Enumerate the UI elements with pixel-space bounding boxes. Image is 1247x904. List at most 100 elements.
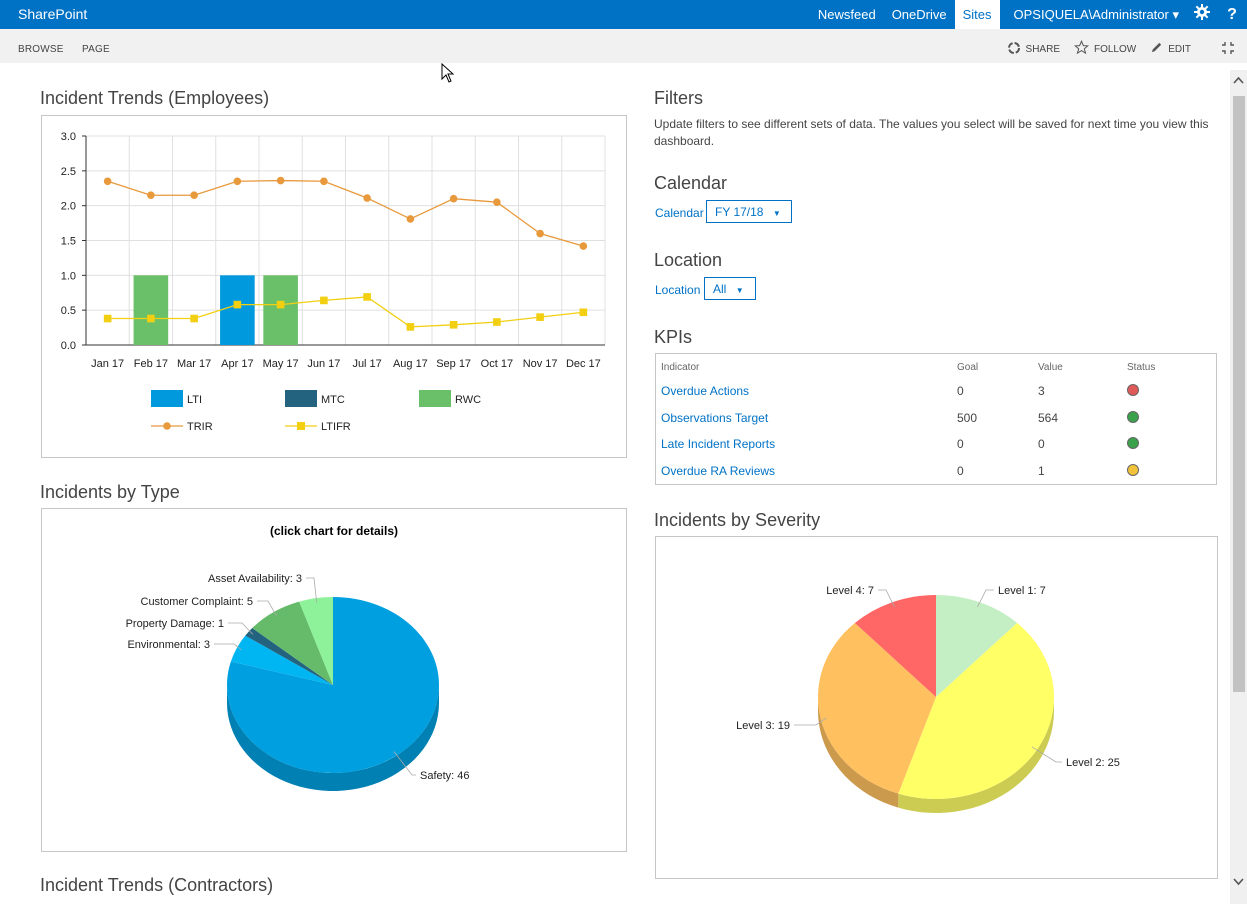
location-dropdown[interactable]: All ▼ [704, 277, 756, 300]
calendar-label: Calendar [655, 206, 704, 220]
sharepoint-brand[interactable]: SharePoint [18, 6, 88, 22]
legend-swatch-lti [151, 390, 183, 407]
kpi-value: 564 [1038, 411, 1059, 425]
y-tick-label: 0.5 [61, 305, 76, 317]
scroll-up-icon[interactable] [1233, 76, 1244, 87]
pie-label: Customer Complaint: 5 [141, 596, 254, 608]
calendar-value: FY 17/18 [715, 205, 764, 219]
pie-slice-safety [227, 597, 440, 773]
legend-marker-ltifr [297, 422, 305, 430]
incidents-by-type-chart[interactable]: (click chart for details) Safety: 46 Envir… [42, 509, 626, 851]
scrollbar-thumb[interactable] [1233, 96, 1245, 692]
kpi-header-indicator: Indicator [661, 362, 700, 373]
x-tick-label: Jul 17 [352, 358, 381, 370]
pencil-icon [1150, 41, 1163, 57]
point-trir [103, 177, 112, 186]
location-label: Location [655, 283, 701, 297]
ribbon-actions: SHARE FOLLOW EDIT [1007, 39, 1235, 58]
kpi-goal: 0 [957, 384, 964, 398]
pie-slice-side [818, 697, 899, 808]
tab-browse[interactable]: BROWSE [18, 44, 64, 55]
chart-title: (click chart for details) [270, 524, 398, 538]
focus-content-icon [1221, 41, 1235, 58]
sites-link[interactable]: Sites [954, 0, 1000, 29]
point-trir [579, 242, 588, 250]
legend-label-rwc: RWC [455, 394, 481, 406]
suite-bar: SharePoint Newsfeed OneDrive Sites OPSIQ… [0, 0, 1247, 29]
pie-label: Level 4: 7 [826, 585, 874, 597]
type-chart-panel[interactable]: (click chart for details) Safety: 46 Envir… [41, 508, 627, 852]
x-tick-label: Sep 17 [436, 358, 471, 370]
kpi-row: Overdue Actions 0 3 [656, 384, 1216, 410]
onedrive-link[interactable]: OneDrive [891, 7, 947, 22]
point-ltifr [276, 300, 285, 309]
pie-label: Level 3: 19 [736, 720, 790, 732]
point-trir [233, 177, 242, 186]
kpi-header-goal: Goal [957, 362, 979, 373]
kpi-goal: 0 [957, 464, 964, 478]
pie-slice-side [227, 685, 439, 791]
suite-links: Newsfeed OneDrive Sites OPSIQUELA\Admini… [810, 0, 1247, 29]
pie-label: Safety: 46 [420, 770, 470, 782]
pie-slice-level-3 [818, 622, 936, 794]
status-indicator-icon [1127, 464, 1139, 476]
x-tick-label: Feb 17 [134, 358, 168, 370]
location-value: All [713, 282, 727, 296]
incidents-by-severity-chart[interactable]: Level 1: 7 Level 2: 25 Level 3: 19 Level 4:… [656, 537, 1217, 878]
x-tick-label: Nov 17 [523, 358, 558, 370]
status-indicator-icon [1127, 437, 1139, 449]
newsfeed-link[interactable]: Newsfeed [817, 7, 876, 22]
scroll-down-icon[interactable] [1233, 878, 1244, 889]
focus-content-button[interactable] [1221, 41, 1235, 58]
point-trir [493, 198, 501, 206]
kpi-indicator-link[interactable]: Late Incident Reports [661, 437, 776, 451]
y-tick-label: 2.0 [61, 201, 76, 213]
share-button[interactable]: SHARE [1007, 41, 1060, 58]
x-tick-label: Oct 17 [481, 358, 513, 370]
kpi-table: Indicator Goal Value Status Overdue Acti… [655, 353, 1217, 485]
pie-leader-line [794, 717, 827, 726]
legend-marker-trir [163, 422, 171, 430]
user-menu[interactable]: OPSIQUELA\Administrator ▾ [1000, 7, 1187, 23]
point-ltifr [579, 308, 588, 317]
kpi-goal: 0 [957, 437, 964, 451]
kpi-indicator-link[interactable]: Overdue RA Reviews [661, 464, 776, 478]
kpi-header-row: Indicator Goal Value Status [656, 362, 1216, 388]
status-indicator-icon [1127, 384, 1139, 396]
legend-swatch-rwc [419, 390, 451, 407]
incident-trends-employees-title: Incident Trends (Employees) [40, 88, 270, 108]
star-icon [1073, 39, 1090, 58]
point-trir [276, 176, 285, 185]
severity-chart-panel[interactable]: Level 1: 7 Level 2: 25 Level 3: 19 Level 4:… [655, 536, 1218, 879]
kpi-header-status: Status [1127, 362, 1156, 373]
pie-slice-level-4 [854, 595, 936, 697]
x-tick-label: May 17 [263, 358, 299, 370]
point-trir [406, 215, 415, 223]
legend-label-trir: TRIR [187, 421, 213, 433]
question-icon[interactable]: ? [1227, 5, 1237, 23]
kpi-indicator-link[interactable]: Overdue Actions [661, 384, 750, 398]
calendar-dropdown[interactable]: FY 17/18 ▼ [706, 200, 792, 223]
point-ltifr [536, 313, 544, 321]
edit-button[interactable]: EDIT [1150, 41, 1191, 57]
trends-chart-panel[interactable]: 0.0 0.5 1.0 1.5 2.0 2.5 3.0 Jan 17 Feb 17 Mar 17 A… [41, 115, 627, 458]
filters-title: Filters [654, 88, 703, 108]
line-ltifr [107, 296, 584, 328]
kpi-indicator-link[interactable]: Observations Target [661, 411, 769, 425]
follow-button[interactable]: FOLLOW [1073, 39, 1137, 58]
gear-icon[interactable] [1187, 4, 1217, 25]
x-tick-label: Jan 17 [91, 358, 124, 370]
pie-leader-line [977, 589, 994, 608]
calendar-title: Calendar [654, 173, 728, 193]
follow-label: FOLLOW [1093, 43, 1137, 55]
legend-label-ltifr: LTIFR [321, 421, 351, 433]
pie-slice-property-damage [245, 628, 333, 685]
tab-page[interactable]: PAGE [82, 44, 110, 55]
incident-trends-chart[interactable]: 0.0 0.5 1.0 1.5 2.0 2.5 3.0 Jan 17 Feb 17 Mar 17 A… [42, 116, 626, 457]
page-scrollbar[interactable] [1230, 70, 1247, 904]
x-tick-label: Aug 17 [393, 358, 428, 370]
pie-slice-asset-availability [299, 597, 333, 685]
user-name: OPSIQUELA\Administrator [1013, 6, 1169, 22]
kpi-value: 0 [1038, 437, 1045, 451]
kpi-goal: 500 [957, 411, 978, 425]
